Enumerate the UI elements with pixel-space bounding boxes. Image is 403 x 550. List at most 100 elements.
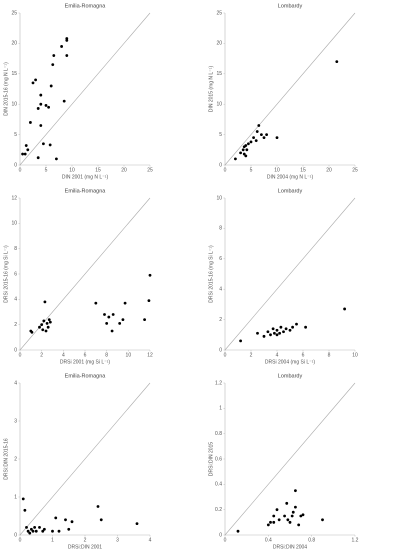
x-axis-label: DRSi:DIN 2001 (68, 544, 102, 550)
point (256, 331, 259, 335)
y-tick-label: 3 (14, 418, 17, 424)
y-tick-label: 1 (14, 494, 17, 500)
point (29, 121, 32, 124)
y-tick-label: 2 (14, 322, 17, 328)
point (321, 518, 324, 522)
x-tick-label: 10 (126, 352, 132, 358)
point (110, 329, 114, 333)
y-tick-label: 0 (14, 532, 17, 538)
y-tick-label: 6 (219, 256, 222, 262)
point (33, 526, 37, 529)
y-tick-label: 25 (11, 10, 17, 16)
x-tick-label: 6 (84, 352, 87, 358)
x-tick-label: 25 (147, 167, 153, 173)
panel: Emilia-Romagna 0 5 10 15 20 25 0 5 10 15 20 25 DIN 20… (3, 3, 153, 180)
point (275, 333, 279, 337)
panel: Lombardy 0 0.4 0.8 1.2 0 0.2 0.4 0.6 0.8 1 1.2 DRSi:… (208, 373, 358, 550)
y-tick-label: 15 (11, 71, 17, 77)
y-tick-label: 0.8 (215, 431, 222, 437)
point (295, 322, 298, 326)
point (252, 136, 255, 140)
point (31, 529, 35, 533)
point (62, 99, 66, 103)
point (26, 148, 30, 152)
point (273, 331, 276, 335)
y-tick-label: 0 (14, 162, 17, 168)
point (111, 313, 115, 316)
point (118, 322, 122, 325)
point (236, 529, 240, 533)
x-tick-label: 4 (149, 537, 152, 543)
y-tick-label: 20 (216, 41, 222, 47)
point (47, 105, 50, 109)
point (96, 505, 100, 508)
x-axis-label: DRSi 2001 (mg Si L⁻¹) (60, 359, 110, 365)
point (262, 334, 266, 338)
point (60, 45, 63, 48)
point (254, 139, 258, 143)
point (42, 527, 46, 531)
point (52, 54, 56, 57)
point (39, 124, 43, 127)
point (343, 307, 346, 311)
point (257, 124, 261, 127)
x-tick-label: 6 (302, 352, 305, 358)
point (275, 508, 279, 512)
y-tick-label: 0 (14, 347, 17, 353)
point (266, 523, 270, 527)
point (105, 322, 109, 325)
point (23, 508, 27, 512)
point (57, 529, 61, 533)
point (103, 313, 106, 316)
point (249, 140, 253, 144)
point (94, 301, 98, 305)
y-tick-label: 10 (216, 102, 222, 108)
point (135, 522, 139, 525)
point (234, 157, 237, 161)
panel: Emilia-Romagna 0 2 4 6 8 10 12 0 2 4 6 8 10 12 DRSi 200… (3, 188, 153, 365)
x-axis-label: DRSi 2004 (mg Si L⁻¹) (265, 359, 315, 365)
x-tick-label: 0 (224, 537, 227, 543)
point (48, 143, 52, 147)
x-tick-label: 12 (147, 352, 153, 358)
point (31, 81, 35, 85)
point (39, 102, 43, 106)
point (279, 325, 283, 329)
point (49, 84, 53, 88)
point (34, 78, 37, 82)
x-tick-label: 0 (224, 352, 227, 358)
point (294, 505, 297, 509)
y-tick-label: 0.2 (215, 507, 222, 513)
x-axis-label: DRSi:DIN 2004 (273, 544, 307, 550)
point (269, 520, 272, 524)
point (36, 156, 40, 160)
x-tick-label: 5 (250, 167, 253, 173)
point (67, 527, 71, 531)
x-tick-label: 8 (105, 352, 108, 358)
one-to-one-line (19, 12, 151, 166)
point (70, 520, 74, 524)
x-tick-label: 0 (19, 352, 22, 358)
y-tick-label: 8 (14, 246, 17, 252)
point (277, 518, 281, 522)
point (21, 497, 25, 501)
point (24, 144, 28, 147)
x-tick-label: 3 (116, 537, 119, 543)
x-axis-label: DIN 2004 (mg N L⁻¹) (267, 174, 314, 180)
y-tick-label: 12 (11, 195, 17, 201)
x-tick-label: 8 (328, 352, 331, 358)
y-tick-label: 10 (216, 195, 222, 201)
point (278, 331, 281, 335)
y-tick-label: 8 (219, 226, 222, 232)
point (21, 152, 24, 156)
y-axis-label: DRSi 2015-16 (mg Si L⁻¹) (208, 245, 214, 303)
point (271, 327, 275, 331)
point (47, 318, 51, 321)
point (23, 152, 27, 156)
x-tick-label: 10 (352, 352, 358, 358)
y-axis-label: DIN 2015-16 (mg N L⁻¹) (3, 62, 9, 116)
y-tick-label: 2 (219, 317, 222, 323)
y-tick-label: 5 (219, 132, 222, 138)
point (275, 136, 279, 140)
point (285, 501, 289, 505)
